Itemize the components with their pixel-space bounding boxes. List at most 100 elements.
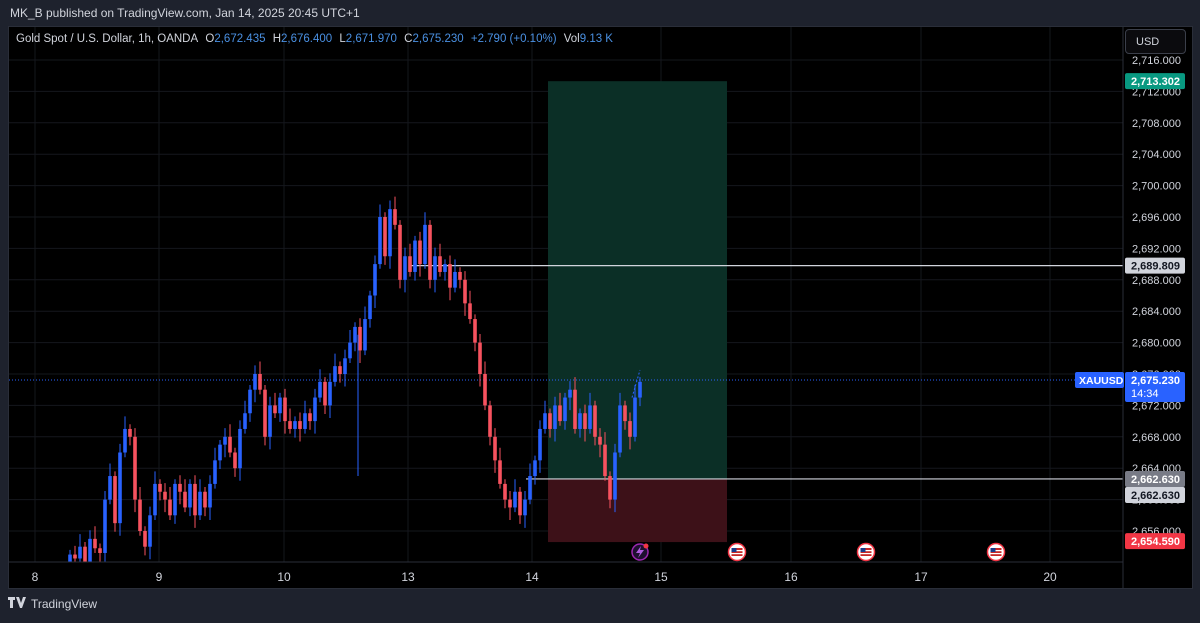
candle-body [83,546,87,562]
us-flag-stripes [990,548,1002,556]
candle [438,243,442,277]
candle-body [258,374,262,390]
candle [413,235,417,281]
us-flag-icon[interactable] [856,542,876,562]
price-tick-label: 2,672.000 [1132,400,1181,412]
candle-body [393,209,397,225]
price-axis[interactable]: 2,716.000 2,712.000 2,708.000 2,704.000 2,70… [1132,55,1181,538]
candle-body [118,452,122,524]
candle-body [303,413,307,429]
current-price-text: 2,675.230 [1131,375,1180,387]
candle [433,247,437,293]
candle [308,408,312,430]
candle [348,330,352,364]
candle [618,392,622,458]
candle-body [568,389,572,398]
candle-body [388,209,392,257]
event-markers[interactable] [631,542,1006,562]
time-axis[interactable]: 8 9 10 13 14 15 16 17 20 [32,570,1057,584]
publisher-line: MK_B published on TradingView.com, Jan 1… [10,6,360,20]
candle-body [408,256,412,272]
candle [633,384,637,442]
us-flag-canton [731,548,737,552]
candle-body [493,436,497,461]
symbol-description[interactable]: Gold Spot / U.S. Dollar, 1h, OANDA [16,33,199,45]
candle-body [313,397,317,422]
candle [533,455,537,485]
price-tick-label: 2,688.000 [1132,275,1181,287]
candle [383,212,387,265]
candle-body [438,256,442,272]
candle [218,439,222,469]
candle [273,392,277,418]
take-profit-price-label-text: 2,713.302 [1131,76,1180,88]
us-flag-canton [990,548,996,552]
candle [243,400,247,434]
take-profit-zone[interactable] [548,81,727,479]
candle-body [573,389,577,429]
candle [443,259,447,281]
candle-body [513,491,517,508]
candle-body [538,428,542,461]
candle [183,479,187,513]
candle [378,204,382,269]
candle-body [638,381,642,398]
candle-body [453,271,457,288]
candle [173,479,177,524]
us-flag-icon[interactable] [986,542,1006,562]
candle-body [93,538,97,549]
candle-body [398,224,402,280]
candle-body [173,483,177,516]
candle [213,447,217,489]
candle-body [73,554,77,559]
candle [453,259,457,293]
candle-body [133,436,137,500]
candle [233,447,237,477]
take-profit-price-label: 2,713.302 [1125,73,1185,90]
time-tick-label: 14 [525,570,539,584]
candle [293,416,297,438]
candle-body [443,264,447,272]
candle [153,471,157,521]
candle-body [498,460,502,484]
symbol-legend[interactable]: Gold Spot / U.S. Dollar, 1h, OANDA O2,67… [16,33,613,45]
currency-button[interactable]: USD [1125,29,1186,54]
candlestick-series [68,196,642,562]
candle [393,196,397,230]
us-flag-icon[interactable] [727,542,747,562]
us-flag-stripe-white [990,553,1002,555]
footer-brand[interactable]: TradingView [8,596,97,611]
lightning-icon-dot [643,543,649,549]
candle [268,396,272,450]
candle [248,384,252,422]
time-tick-label: 9 [156,570,163,584]
candle-body [628,421,632,437]
time-tick-label: 20 [1043,570,1057,584]
candle-body [88,538,92,562]
candle [518,487,522,524]
candle-body [543,413,547,429]
stop-loss-price-label-bg [1125,533,1185,550]
candle [623,400,627,430]
high-value: 2,676.400 [281,33,333,45]
candle [103,490,107,562]
stop-loss-zone[interactable] [548,478,727,543]
candle-body [508,499,512,508]
candle [263,384,267,446]
candle-body [448,264,452,288]
candle [428,220,432,289]
candle [583,404,587,442]
candle [113,471,117,532]
candle-body [503,483,507,500]
candle [73,545,77,562]
lightning-icon[interactable] [631,543,649,561]
candle-body [633,397,637,437]
footer-brand-label: TradingView [31,596,98,611]
candle [163,483,167,513]
time-tick-label: 16 [784,570,798,584]
candle [358,318,362,364]
countdown-text: 14:34 [1131,388,1159,400]
candle-body [433,256,437,280]
price-tick-label: 2,696.000 [1132,212,1181,224]
